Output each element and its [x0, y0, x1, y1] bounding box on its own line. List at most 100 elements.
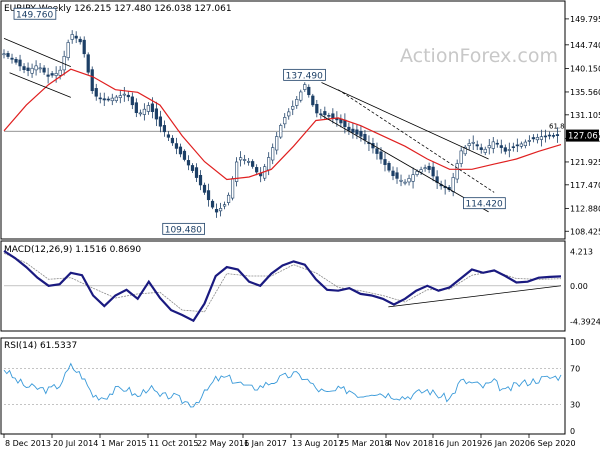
- candle-body: [30, 67, 34, 74]
- candle-body: [283, 117, 287, 125]
- low-2020-label: 114.420: [466, 200, 503, 210]
- candle-body: [14, 58, 18, 63]
- macd-y-tick-label: 0.00: [570, 282, 588, 291]
- price-y-tick-label: 121.925: [570, 158, 600, 167]
- candle-body: [407, 178, 411, 183]
- candle-body: [519, 143, 523, 147]
- candle-body: [118, 95, 122, 98]
- candle-body: [38, 67, 42, 70]
- last-price-marker: [566, 129, 599, 142]
- candle-body: [539, 136, 543, 140]
- candle-body: [162, 125, 167, 133]
- candle-body: [303, 84, 307, 90]
- x-tick-label: 26 Jan 2020: [482, 439, 530, 448]
- candle-body: [82, 39, 86, 55]
- candle-body: [98, 97, 102, 100]
- candle-body: [363, 133, 367, 141]
- price-y-tick-label: 131.105: [570, 111, 600, 120]
- candle-body: [239, 157, 243, 161]
- candle-body: [503, 147, 507, 152]
- candle-body: [251, 161, 255, 167]
- candle-body: [543, 135, 548, 138]
- candle-body: [431, 166, 435, 177]
- candle-body: [58, 69, 62, 76]
- candle-body: [327, 115, 331, 117]
- candle-body: [210, 200, 215, 208]
- candle-body: [66, 42, 70, 58]
- x-axis-labels: 8 Dec 2013 20 Jul 2014 1 Mar 2015 11 Oct 20…: [3, 434, 576, 448]
- high-2018-box: [283, 68, 326, 81]
- candle-body: [114, 96, 118, 101]
- trendline-wedge-2014-upper: [3, 37, 71, 67]
- candle-body: [235, 161, 239, 182]
- candle-body: [507, 149, 511, 151]
- candle-body: [383, 159, 387, 165]
- macd-signal-line: [3, 252, 562, 313]
- candle-body: [523, 141, 527, 146]
- candle-body: [479, 147, 483, 150]
- x-tick-label: 1 Mar 2015: [101, 439, 147, 448]
- candle-body: [299, 91, 303, 101]
- x-tick-label: 25 Mar 2018: [339, 439, 390, 448]
- candle-body: [154, 108, 158, 120]
- candle-body: [323, 111, 327, 116]
- candle-body: [2, 53, 6, 56]
- candle-body: [427, 165, 431, 170]
- candle-body: [122, 93, 126, 96]
- price-y-tick-label: 140.150: [570, 64, 600, 73]
- candle-body: [495, 142, 499, 145]
- candle-body: [214, 208, 219, 213]
- candle-body: [243, 159, 247, 161]
- candle-body: [515, 144, 519, 147]
- trendline-wedge-2014-lower: [9, 72, 71, 98]
- candle-body: [226, 194, 231, 203]
- candle-body: [102, 98, 106, 101]
- candle-body: [331, 113, 335, 119]
- candle-body: [295, 99, 299, 106]
- candle-body: [174, 143, 179, 149]
- y-axis-labels: 149.795144.740140.150135.560131.105126.5…: [565, 15, 600, 436]
- rsi-line: [3, 362, 562, 408]
- candle-body: [499, 145, 503, 148]
- watermark-text: ActionForex.com: [400, 45, 558, 67]
- high-2014-label: 149.760: [16, 10, 53, 20]
- candle-body: [194, 167, 199, 178]
- candle-body: [230, 178, 235, 199]
- x-tick-label: 1 Jan 2017: [244, 439, 287, 448]
- candle-body: [419, 169, 423, 173]
- rsi-y-tick-label: 70: [570, 365, 580, 374]
- candle-body: [178, 146, 183, 155]
- x-tick-label: 13 Aug 2017: [292, 439, 343, 448]
- candle-body: [455, 163, 459, 180]
- candle-body: [34, 65, 38, 71]
- price-header: EURJPY,Weekly 126.215 127.480 126.038 12…: [4, 4, 232, 14]
- trendline-channel-lower: [321, 115, 489, 213]
- candle-body: [391, 170, 395, 177]
- candle-body: [287, 111, 291, 117]
- candle-body: [483, 148, 487, 153]
- candle-body: [247, 161, 251, 163]
- candle-body: [491, 141, 495, 149]
- high-2018-label: 137.490: [286, 71, 323, 81]
- candle-body: [511, 146, 515, 148]
- candle-body: [315, 103, 319, 114]
- candle-body: [267, 157, 271, 171]
- candle-body: [279, 125, 283, 138]
- candle-body: [395, 172, 399, 179]
- candle-body: [411, 174, 415, 182]
- x-tick-label: 11 Oct 2015: [149, 439, 198, 448]
- candle-body: [130, 96, 134, 106]
- candle-body: [54, 73, 58, 76]
- candle-body: [451, 177, 455, 192]
- rsi-y-tick-label: 30: [570, 400, 580, 409]
- candle-body: [271, 147, 275, 161]
- x-tick-label: 22 May 2016: [197, 439, 249, 448]
- candle-body: [222, 204, 227, 207]
- fib-61-8-label: 61.8: [549, 122, 565, 130]
- low-2016-label: 109.480: [165, 225, 202, 235]
- low-2020-box: [463, 197, 506, 210]
- x-tick-label: 16 Jun 2019: [434, 439, 482, 448]
- trendline-channel-upper: [321, 82, 489, 160]
- candle-body: [142, 108, 146, 115]
- macd-y-tick-label: -4.3924: [570, 317, 600, 326]
